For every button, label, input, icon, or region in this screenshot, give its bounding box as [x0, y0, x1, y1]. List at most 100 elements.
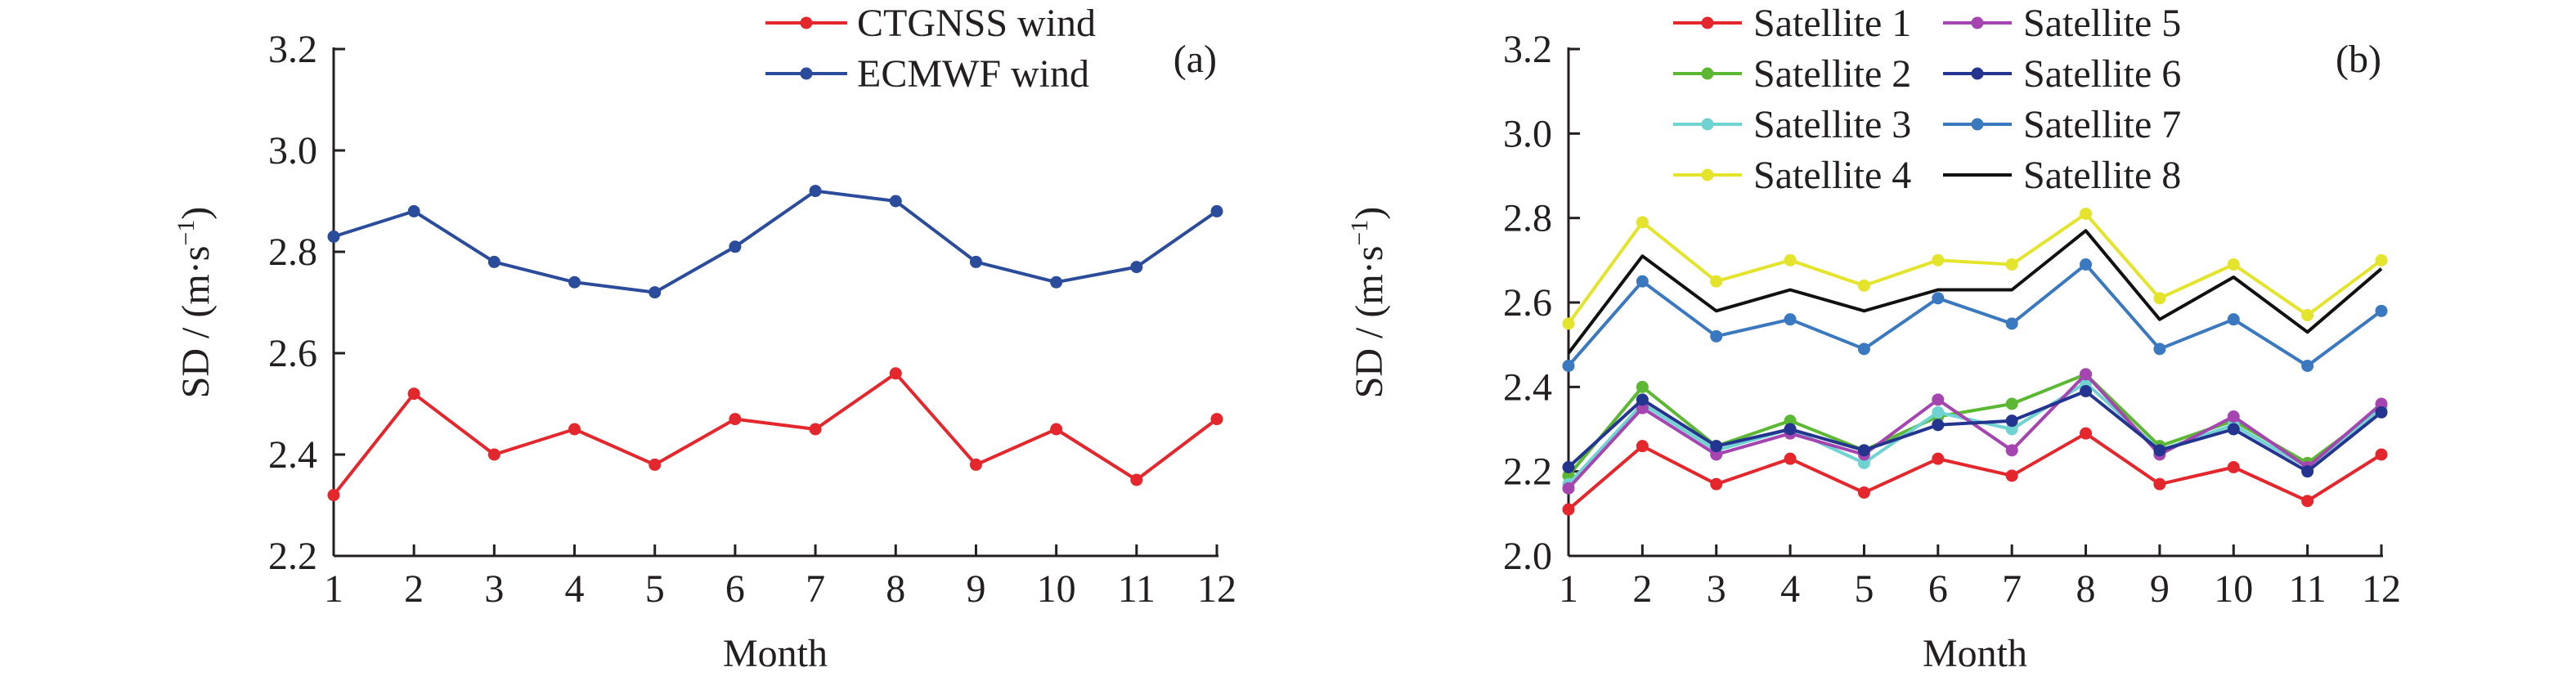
- series-ecmwf-wind: [327, 185, 1223, 299]
- legend-swatch-marker: [1971, 16, 1984, 29]
- data-point: [2227, 461, 2240, 473]
- data-point: [1932, 419, 1945, 432]
- series-line: [1567, 212, 2383, 325]
- legend-label: ECMWF wind: [857, 52, 1089, 96]
- x-tick-label: 3: [484, 567, 504, 611]
- x-tick-label: 8: [886, 567, 905, 611]
- legend-label: Satellite 3: [1753, 103, 1911, 146]
- x-tick-label: 2: [404, 567, 424, 611]
- y-axis-label-close: ): [1348, 207, 1391, 220]
- chart-panel-a: 2.22.42.62.83.03.21 2 3 4 5 6 7 8 9 10 11 12MonthSD…: [173, 2, 1236, 675]
- data-point: [2227, 313, 2240, 326]
- data-point: [1710, 440, 1723, 453]
- data-point: [1210, 204, 1223, 217]
- data-point: [809, 185, 822, 198]
- series-satellite-8: [1567, 229, 2383, 355]
- legend-swatch-marker: [1701, 16, 1714, 29]
- series-line: [1567, 372, 2383, 490]
- data-point: [1710, 275, 1723, 288]
- data-point: [487, 255, 500, 268]
- x-tick-label: 5: [645, 567, 665, 611]
- series-line: [1567, 372, 2383, 477]
- series-line: [1567, 389, 2383, 473]
- data-point: [1932, 452, 1945, 465]
- y-tick-label: 3.2: [268, 28, 317, 71]
- legend-entry: Satellite 2: [1673, 52, 1911, 96]
- data-point: [809, 423, 822, 436]
- data-point: [1932, 292, 1945, 305]
- legend-swatch-marker: [800, 16, 813, 29]
- data-point: [1784, 423, 1797, 436]
- x-tick-label: 12: [1197, 567, 1236, 611]
- x-axis-label: Month: [723, 632, 828, 675]
- data-point: [568, 423, 581, 436]
- y-tick-label: 2.2: [268, 535, 317, 578]
- x-tick-label: 2: [1632, 567, 1652, 611]
- legend-entry: Satellite 3: [1673, 103, 1911, 146]
- data-point: [2227, 258, 2240, 271]
- data-point: [1050, 276, 1063, 289]
- chart-panel-b: 2.02.22.42.62.83.03.21 2 3 4 5 6 7 8 9 10 11 12Mont…: [1346, 2, 2401, 675]
- data-point: [729, 413, 742, 426]
- x-tick-label: 10: [1037, 567, 1076, 611]
- data-point: [2301, 360, 2314, 372]
- data-point: [487, 448, 500, 461]
- data-point: [1857, 456, 1870, 469]
- x-tick-label: 11: [1118, 567, 1156, 611]
- data-point: [1784, 414, 1797, 428]
- y-tick-label: 2.4: [1503, 365, 1552, 409]
- data-point: [2227, 410, 2240, 423]
- legend-label: Satellite 8: [2023, 154, 2181, 197]
- y-axis-label-main: SD / (m·s: [174, 246, 218, 399]
- series-line: [1567, 381, 2383, 486]
- data-point: [969, 255, 982, 268]
- y-tick-label: 2.2: [1503, 450, 1552, 494]
- data-point: [407, 204, 420, 217]
- data-point: [407, 388, 420, 401]
- x-tick-label: 6: [1928, 567, 1948, 611]
- x-tick-label: 4: [1780, 567, 1800, 611]
- series-satellite-1: [1562, 427, 2388, 516]
- data-point: [2153, 477, 2166, 491]
- data-point: [1857, 444, 1870, 457]
- data-point: [1130, 473, 1143, 486]
- legend-entry: Satellite 7: [1943, 103, 2181, 146]
- legend-swatch-marker: [1701, 168, 1714, 181]
- data-point: [1210, 413, 1223, 426]
- data-point: [2375, 405, 2388, 419]
- data-point: [2375, 397, 2388, 410]
- legend-label: Satellite 7: [2023, 103, 2181, 146]
- series-ctgnss-wind: [327, 367, 1223, 502]
- y-axis-label-main: SD / (m·s: [1348, 246, 1391, 399]
- panel-label: (a): [1174, 38, 1217, 81]
- data-point: [1857, 486, 1870, 499]
- series-line: [333, 189, 1218, 294]
- data-point: [648, 286, 662, 299]
- data-point: [2153, 444, 2166, 457]
- series-satellite-3: [1562, 376, 2388, 491]
- legend-entry: Satellite 6: [1943, 52, 2181, 96]
- data-point: [1710, 477, 1723, 491]
- data-point: [2005, 258, 2018, 271]
- series-line: [1567, 432, 2383, 511]
- legend-entry: Satellite 5: [1943, 2, 2181, 45]
- x-tick-label: 12: [2362, 567, 2401, 611]
- data-point: [729, 240, 742, 253]
- data-point: [1710, 448, 1723, 461]
- y-tick-label: 3.2: [1503, 28, 1552, 71]
- data-point: [2375, 304, 2388, 317]
- data-point: [2005, 444, 2018, 457]
- data-point: [2005, 317, 2018, 330]
- data-point: [2080, 258, 2093, 271]
- y-axis-label-close: ): [174, 207, 218, 220]
- x-tick-label: 5: [1854, 567, 1874, 611]
- series-satellite-7: [1562, 258, 2388, 372]
- data-point: [2301, 465, 2314, 478]
- y-axis-label: SD / (m·s−1): [1346, 207, 1391, 399]
- data-point: [1784, 452, 1797, 465]
- legend-entry: ECMWF wind: [765, 52, 1089, 96]
- legend-entry: Satellite 8: [1943, 154, 2181, 197]
- data-point: [648, 458, 662, 471]
- y-tick-label: 2.6: [268, 332, 317, 375]
- data-point: [1710, 329, 1723, 343]
